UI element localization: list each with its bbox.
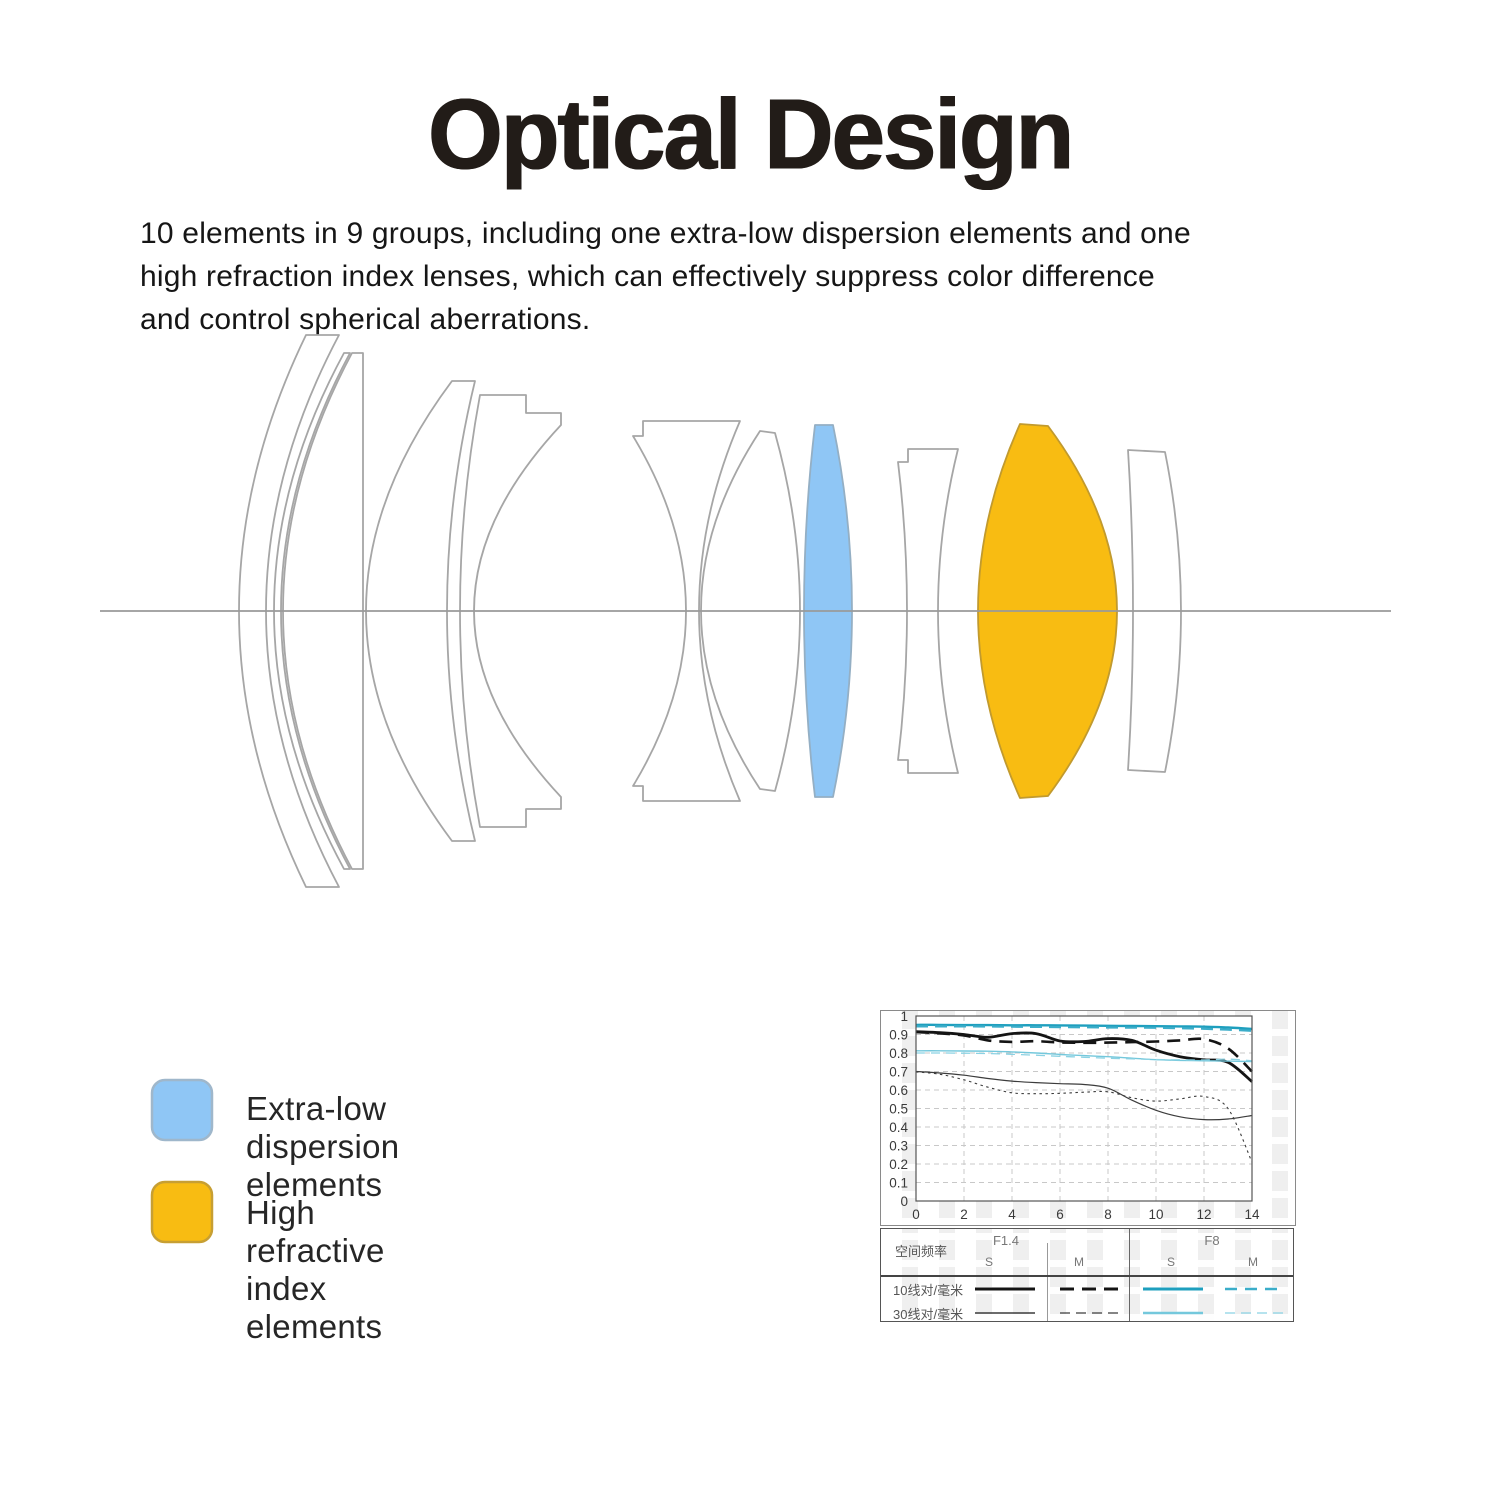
table-subheader-s1: S: [984, 1255, 993, 1269]
table-divider-header: [881, 1275, 1293, 1277]
mtf-curve-f1-4-10lp-mm-m: [915, 1030, 1253, 1073]
x-axis-tick-label: 6: [1056, 1207, 1064, 1222]
y-axis-tick-label: 0.1: [889, 1176, 908, 1191]
y-axis-tick-label: 0.5: [889, 1102, 908, 1117]
lens-element-2: [273, 352, 351, 870]
line-sample-f14-10-s: [975, 1287, 1035, 1291]
mtf-legend-table: 空间频率 F1.4 F8 S M S M 10线对/毫米 30线对/毫米: [880, 1228, 1294, 1322]
x-axis-tick-label: 14: [1244, 1207, 1260, 1222]
line-sample-f8-30-m: [1225, 1312, 1285, 1314]
mtf-curve-f1-4-30lp-mm-s: [915, 1070, 1253, 1121]
x-axis-tick-label: 2: [960, 1207, 968, 1222]
y-axis-tick-label: 0.4: [889, 1120, 908, 1135]
line-sample-f8-10-s: [1143, 1287, 1203, 1291]
extra-low-dispersion-swatch-rect: [150, 1078, 214, 1142]
line-sample-f14-10-m: [1060, 1287, 1120, 1291]
extra-low-dispersion-label: Extra-low dispersion elements: [246, 1090, 400, 1203]
mtf-curve-f1-4-30lp-mm-m: [915, 1071, 1253, 1163]
lens-element-5: [459, 394, 562, 828]
y-axis-tick-label: 0.7: [889, 1065, 908, 1080]
x-axis-tick-label: 0: [912, 1207, 920, 1222]
description-line: high refraction index lenses, which can …: [140, 260, 1155, 293]
plot-border: [915, 1015, 1253, 1202]
line-sample-f8-10-m: [1225, 1287, 1285, 1291]
table-row-label-30lp: 30线对/毫米: [893, 1307, 964, 1322]
x-axis-tick-label: 4: [1008, 1207, 1016, 1222]
x-axis-tick-label: 10: [1148, 1207, 1163, 1222]
lens-element-1: [238, 334, 340, 888]
table-subheader-m2: M: [1248, 1255, 1258, 1269]
x-axis-tick-label: 8: [1104, 1207, 1112, 1222]
y-axis-tick-label: 1: [900, 1009, 908, 1024]
extra-low-dispersion-swatch: [150, 1078, 214, 1142]
y-axis-tick-label: 0.3: [889, 1139, 908, 1154]
y-axis-tick-label: 0.8: [889, 1046, 908, 1061]
high-refractive-index-label: High refractive index elements: [246, 1194, 385, 1345]
line-sample-f8-30-s: [1143, 1311, 1203, 1315]
page-title: Optical Design: [427, 78, 1074, 191]
mtf-chart: 00.10.20.30.40.50.60.70.80.910 2 4 6 8 10 12 14: [889, 1009, 1260, 1222]
table-header-f14: F1.4: [992, 1233, 1019, 1248]
description-line: and control spherical aberrations.: [140, 303, 591, 336]
x-axis-tick-label: 12: [1196, 1207, 1211, 1222]
table-corner-label: 空间频率: [895, 1244, 948, 1259]
lens-diagram: [100, 334, 1391, 888]
mtf-curve-f8-30lp-mm-s: [915, 1050, 1253, 1063]
table-header-f8: F8: [1204, 1233, 1220, 1248]
high-refractive-index-swatch: [150, 1180, 214, 1244]
high-refractive-index-swatch-rect: [150, 1180, 214, 1244]
table-subheader-m1: M: [1074, 1255, 1084, 1269]
mtf-curve-f8-30lp-mm-m: [916, 1052, 1253, 1062]
y-axis-tick-label: 0: [900, 1194, 908, 1209]
table-subheader-s2: S: [1166, 1255, 1175, 1269]
y-axis-tick-label: 0.9: [889, 1028, 908, 1043]
line-sample-f14-30-m: [1060, 1312, 1120, 1314]
description-line: 10 elements in 9 groups, including one e…: [140, 217, 1191, 250]
mtf-curve-f8-10lp-mm-s: [915, 1023, 1253, 1031]
y-axis-tick-label: 0.2: [889, 1157, 908, 1172]
description: 10 elements in 9 groups, including one e…: [140, 212, 1400, 341]
table-row-label-10lp: 10线对/毫米: [893, 1283, 964, 1298]
line-sample-f14-30-s: [975, 1312, 1035, 1314]
table-divider-sm: [1047, 1243, 1048, 1321]
y-axis-tick-label: 0.6: [889, 1083, 908, 1098]
